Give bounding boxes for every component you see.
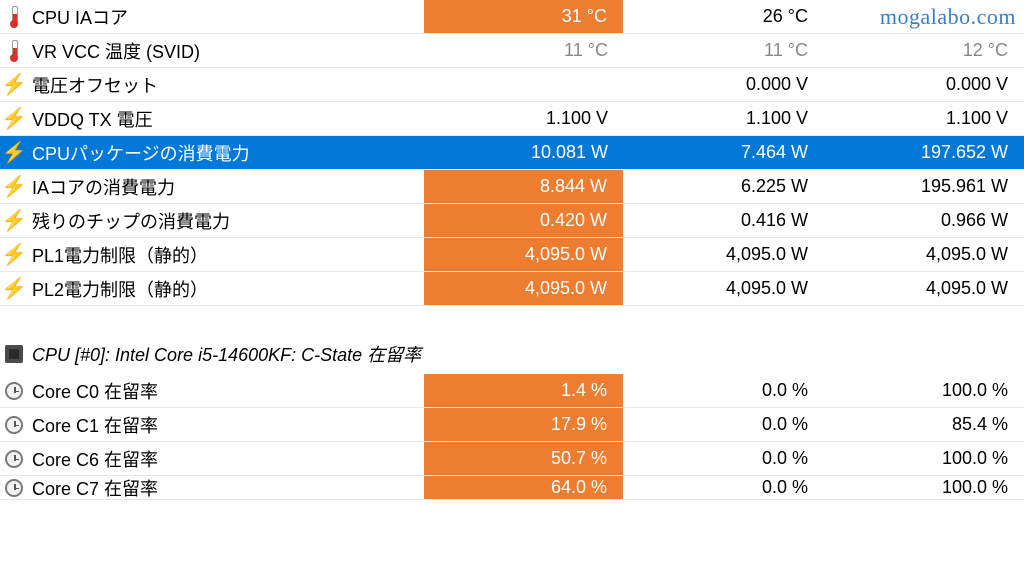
sensor-value-col2: 195.961 W <box>824 170 1024 203</box>
sensor-value-col1: 0.0 % <box>624 442 824 475</box>
bolt-icon: ⚡ <box>0 272 28 305</box>
sensor-label: PL1電力制限（静的） <box>28 242 424 268</box>
sensor-value-col1: 4,095.0 W <box>624 238 824 271</box>
sensor-row[interactable]: ⚡残りのチップの消費電力0.420 W0.416 W0.966 W <box>0 204 1024 238</box>
sensor-value-col0: 31 °C <box>424 0 624 33</box>
clock-icon <box>0 442 28 475</box>
sensor-value-col2: 0.000 V <box>824 68 1024 101</box>
sensor-row[interactable]: Core C0 在留率1.4 %0.0 %100.0 % <box>0 374 1024 408</box>
sensor-value-col2: 100.0 % <box>824 374 1024 407</box>
sensor-value-col2: 4,095.0 W <box>824 238 1024 271</box>
sensor-value-col0: 64.0 % <box>424 476 624 499</box>
sensor-label: Core C1 在留率 <box>28 412 424 438</box>
sensor-row[interactable]: ⚡CPUパッケージの消費電力10.081 W7.464 W197.652 W <box>0 136 1024 170</box>
sensor-row[interactable]: ⚡PL1電力制限（静的）4,095.0 W4,095.0 W4,095.0 W <box>0 238 1024 272</box>
sensor-value-col0: 1.100 V <box>424 102 624 135</box>
sensor-row[interactable]: VR VCC 温度 (SVID)11 °C11 °C12 °C <box>0 34 1024 68</box>
sensor-value-col1: 0.0 % <box>624 476 824 499</box>
sensor-label: Core C7 在留率 <box>28 476 424 500</box>
bolt-icon: ⚡ <box>0 238 28 271</box>
sensor-row[interactable]: ⚡電圧オフセット 0.000 V0.000 V <box>0 68 1024 102</box>
sensor-value-col1: 7.464 W <box>624 136 824 169</box>
clock-icon <box>0 476 28 499</box>
sensor-value-col2: 85.4 % <box>824 408 1024 441</box>
sensor-value-col0: 8.844 W <box>424 170 624 203</box>
sensor-label: 電圧オフセット <box>28 72 424 98</box>
sensor-value-col0: 17.9 % <box>424 408 624 441</box>
sensor-value-col0: 4,095.0 W <box>424 238 624 271</box>
thermometer-icon <box>0 0 28 33</box>
sensor-label: VR VCC 温度 (SVID) <box>28 38 424 64</box>
sensor-value-col0: 1.4 % <box>424 374 624 407</box>
sensor-value-col1: 0.416 W <box>624 204 824 237</box>
chip-icon <box>0 334 28 374</box>
sensor-row[interactable]: CPU IAコア31 °C26 °C <box>0 0 1024 34</box>
sensor-label: Core C0 在留率 <box>28 378 424 404</box>
sensor-row[interactable]: Core C1 在留率17.9 %0.0 %85.4 % <box>0 408 1024 442</box>
sensor-label: IAコアの消費電力 <box>28 174 424 200</box>
sensor-row[interactable]: Core C6 在留率50.7 %0.0 %100.0 % <box>0 442 1024 476</box>
sensor-label: VDDQ TX 電圧 <box>28 106 424 132</box>
sensor-row[interactable]: Core C7 在留率64.0 %0.0 %100.0 % <box>0 476 1024 500</box>
sensor-label: CPU IAコア <box>28 4 424 30</box>
bolt-icon: ⚡ <box>0 68 28 101</box>
sensor-value-col1: 1.100 V <box>624 102 824 135</box>
sensor-value-col2: 197.652 W <box>824 136 1024 169</box>
sensor-row[interactable]: ⚡PL2電力制限（静的）4,095.0 W4,095.0 W4,095.0 W <box>0 272 1024 306</box>
watermark-text: mogalabo.com <box>880 4 1016 30</box>
sensor-value-col0: 4,095.0 W <box>424 272 624 305</box>
sensor-label: CPUパッケージの消費電力 <box>28 140 424 166</box>
bolt-icon: ⚡ <box>0 136 28 169</box>
sensor-label: Core C6 在留率 <box>28 446 424 472</box>
sensor-label: 残りのチップの消費電力 <box>28 208 424 234</box>
sensor-row[interactable]: ⚡IAコアの消費電力8.844 W6.225 W195.961 W <box>0 170 1024 204</box>
sensor-value-col0: 11 °C <box>424 34 624 67</box>
clock-icon <box>0 374 28 407</box>
bolt-icon: ⚡ <box>0 102 28 135</box>
clock-icon <box>0 408 28 441</box>
thermometer-icon <box>0 34 28 67</box>
sensor-value-col2: 1.100 V <box>824 102 1024 135</box>
sensor-value-col1: 6.225 W <box>624 170 824 203</box>
sensor-value-col2: 4,095.0 W <box>824 272 1024 305</box>
section-header[interactable]: CPU [#0]: Intel Core i5-14600KF: C-State… <box>0 334 1024 374</box>
sensor-value-col0: 50.7 % <box>424 442 624 475</box>
sensor-value-col1: 0.0 % <box>624 374 824 407</box>
sensor-value-col2: 12 °C <box>824 34 1024 67</box>
sensor-value-col1: 4,095.0 W <box>624 272 824 305</box>
sensor-value-col1: 26 °C <box>624 0 824 33</box>
sensor-value-col2: 100.0 % <box>824 442 1024 475</box>
sensor-value-col0: 10.081 W <box>424 136 624 169</box>
section-header-label: CPU [#0]: Intel Core i5-14600KF: C-State… <box>28 341 1024 367</box>
sensor-value-col0 <box>424 68 624 101</box>
sensor-value-col1: 0.0 % <box>624 408 824 441</box>
sensor-value-col2: 100.0 % <box>824 476 1024 499</box>
sensor-value-col0: 0.420 W <box>424 204 624 237</box>
sensor-value-col1: 0.000 V <box>624 68 824 101</box>
sensor-label: PL2電力制限（静的） <box>28 276 424 302</box>
sensor-value-col2: 0.966 W <box>824 204 1024 237</box>
sensor-table: CPU IAコア31 °C26 °CVR VCC 温度 (SVID)11 °C1… <box>0 0 1024 500</box>
sensor-row[interactable]: ⚡VDDQ TX 電圧1.100 V1.100 V1.100 V <box>0 102 1024 136</box>
bolt-icon: ⚡ <box>0 204 28 237</box>
sensor-value-col1: 11 °C <box>624 34 824 67</box>
bolt-icon: ⚡ <box>0 170 28 203</box>
